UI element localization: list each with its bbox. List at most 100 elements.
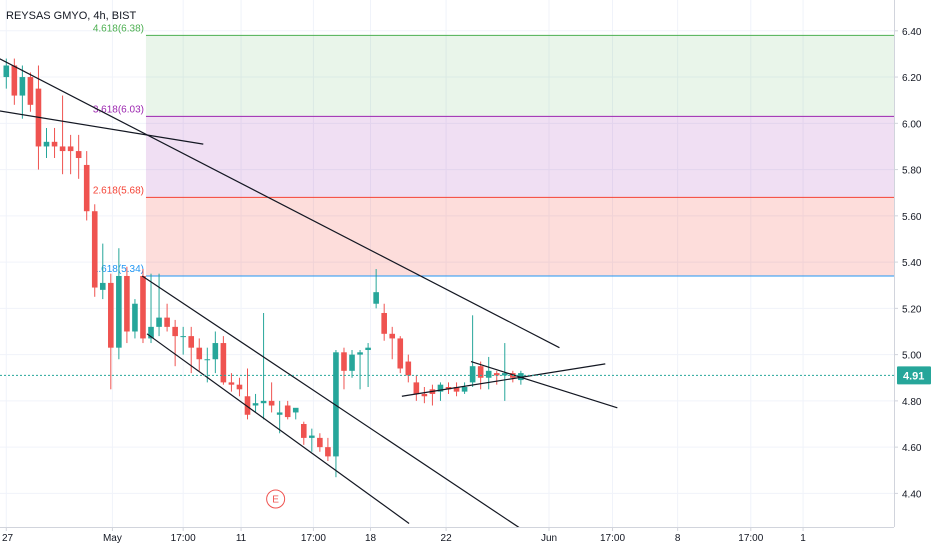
- time-tick-label: 17:00: [738, 533, 763, 544]
- price-axis-bg: [894, 0, 932, 550]
- time-axis-bg: [0, 527, 932, 550]
- candle-up: [260, 400, 267, 404]
- trendline[interactable]: [141, 275, 545, 545]
- price-tick-label: 6.00: [902, 119, 922, 130]
- candle-down: [445, 387, 452, 390]
- candle-up: [252, 403, 259, 406]
- candle-down: [83, 164, 90, 212]
- candle-up: [19, 77, 26, 96]
- candle-up: [518, 373, 524, 381]
- candle-down: [27, 77, 34, 105]
- candle-down: [381, 312, 387, 334]
- candle-down: [196, 347, 203, 360]
- time-axis: 27 May 17:00 11 17:00 18 22 Jun 17:00 8 17:00 1: [0, 527, 932, 550]
- candle-down: [59, 146, 66, 152]
- candle-up: [116, 275, 122, 348]
- candle-up: [156, 317, 162, 327]
- candle-down: [413, 382, 420, 394]
- fib-level-label: 4.618(6.38): [93, 23, 144, 34]
- last-price-value: 4.91: [903, 370, 924, 382]
- time-tick-label: 18: [365, 533, 377, 544]
- candle-up: [212, 343, 219, 360]
- time-tick-label: Jun: [541, 533, 557, 544]
- candle-down: [268, 400, 275, 406]
- candle-up: [180, 336, 186, 338]
- candle-down: [91, 211, 98, 288]
- candle-down: [477, 366, 484, 378]
- candle-up: [99, 282, 106, 290]
- candle-down: [108, 282, 114, 348]
- fib-level-label: 3.618(6.03): [93, 104, 144, 115]
- candle-up: [373, 292, 379, 304]
- symbol-title: REYSAS GMYO, 4h, BIST: [6, 10, 136, 22]
- price-axis: 4.40 4.60 4.80 5.00 5.20 5.40 5.60 5.80 6.00 6.20…: [894, 0, 932, 550]
- time-tick-label: 17:00: [171, 533, 196, 544]
- time-tick-label: 17:00: [301, 533, 326, 544]
- fib-zone: [145, 35, 895, 117]
- candle-up: [204, 359, 211, 361]
- candle-down: [140, 275, 146, 339]
- fib-zone: [145, 197, 895, 276]
- price-tick-label: 4.80: [902, 397, 922, 408]
- time-tick-label: 11: [236, 533, 247, 544]
- candle-down: [220, 343, 227, 383]
- candle-up: [469, 366, 476, 383]
- candle-down: [188, 336, 195, 348]
- trendline[interactable]: [470, 360, 618, 409]
- candle-down: [67, 146, 74, 152]
- candle-down: [164, 317, 170, 327]
- candle-down: [405, 361, 412, 376]
- time-tick-label: 27: [2, 533, 14, 544]
- candle-down: [493, 373, 500, 376]
- candle-up: [357, 352, 363, 355]
- time-tick-label: May: [103, 533, 122, 544]
- price-tick-label: 5.00: [902, 351, 922, 362]
- candle-up: [501, 373, 508, 376]
- trendline[interactable]: [0, 54, 560, 349]
- earnings-marker[interactable]: E: [266, 489, 286, 509]
- trendline[interactable]: [146, 333, 410, 524]
- trendlines: [0, 54, 618, 545]
- price-tick-label: 4.40: [902, 489, 922, 500]
- candle-down: [421, 393, 428, 397]
- candle-up: [3, 65, 10, 78]
- candle-up: [365, 347, 371, 350]
- last-price-tag: 4.91: [897, 366, 931, 385]
- candlestick-series: [3, 58, 524, 478]
- trendline[interactable]: [401, 363, 606, 397]
- time-tick-label: 1: [800, 533, 806, 544]
- candle-up: [461, 387, 468, 392]
- candle-up: [437, 384, 444, 392]
- time-tick-label: 8: [675, 533, 681, 544]
- candle-up: [132, 303, 138, 332]
- candle-up: [276, 412, 283, 415]
- candle-down: [75, 151, 82, 159]
- candle-down: [11, 65, 18, 96]
- price-tick-label: 6.40: [902, 27, 922, 38]
- candle-down: [51, 141, 58, 147]
- candle-up: [485, 370, 492, 378]
- candle-down: [397, 338, 404, 369]
- trendline[interactable]: [0, 109, 204, 145]
- candle-up: [333, 352, 339, 457]
- candle-up: [349, 354, 355, 371]
- price-tick-label: 5.80: [902, 166, 922, 177]
- candle-down: [317, 437, 323, 448]
- candle-down: [300, 424, 307, 438]
- candle-up: [148, 326, 154, 339]
- time-tick-label: 22: [441, 533, 453, 544]
- candle-up: [309, 435, 315, 438]
- candle-down: [284, 405, 291, 418]
- candle-up: [43, 141, 50, 147]
- candle-down: [325, 447, 331, 457]
- fib-zone: [145, 116, 895, 198]
- earnings-marker-label: E: [272, 495, 279, 506]
- price-tick-label: 5.40: [902, 258, 922, 269]
- price-tick-label: 6.20: [902, 73, 922, 84]
- price-tick-label: 4.60: [902, 443, 922, 454]
- time-tick-label: 17:00: [600, 533, 625, 544]
- candle-down: [244, 396, 251, 415]
- candle-down: [236, 384, 243, 390]
